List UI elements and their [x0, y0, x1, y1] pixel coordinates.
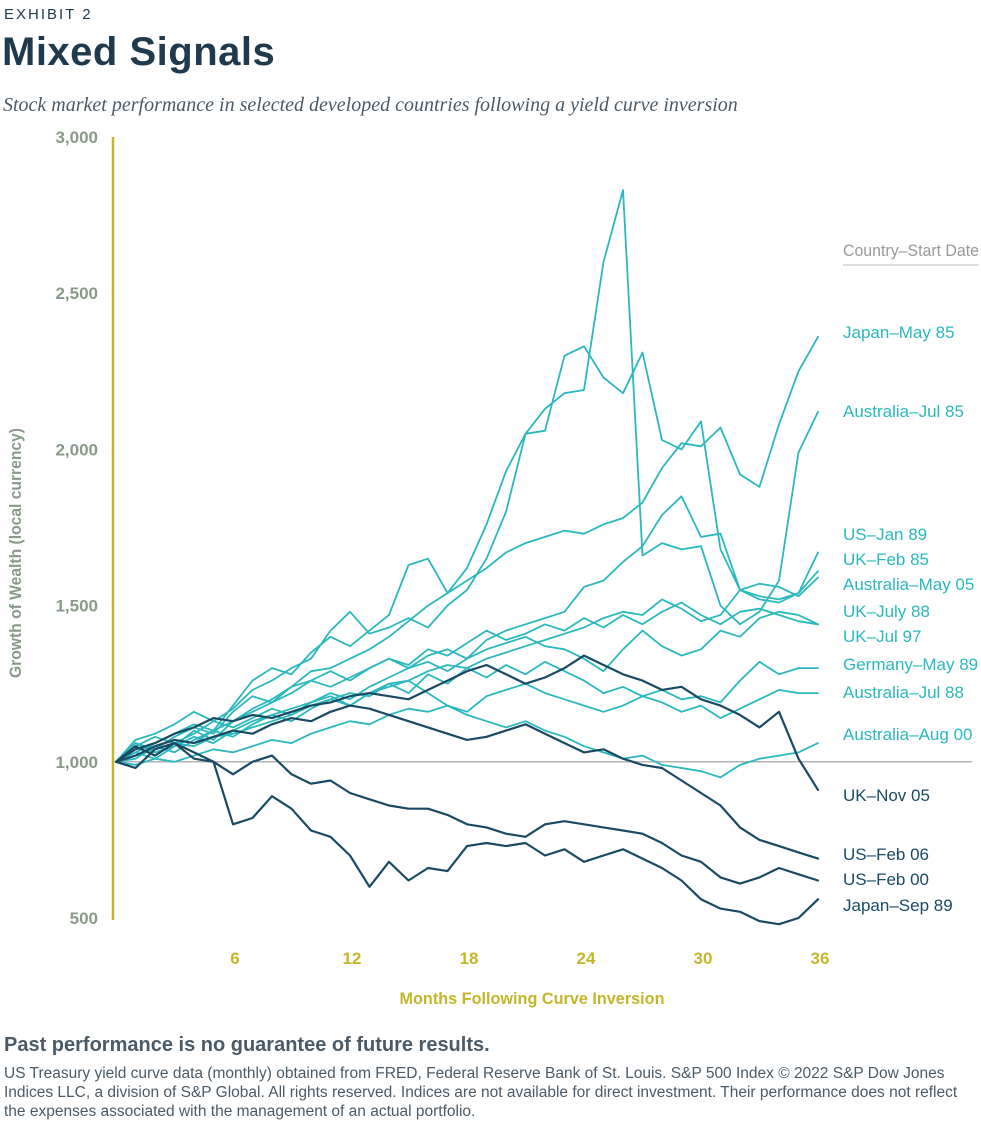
performance-disclaimer: Past performance is no guarantee of futu…	[4, 1034, 490, 1056]
series-label: UK–Feb 85	[843, 550, 929, 569]
label-layer: Country–Start Date Japan–May 85 Australia–…	[843, 241, 979, 915]
x-axis-title: Months Following Curve Inversion	[400, 989, 665, 1008]
x-tick-label: 30	[694, 949, 713, 968]
series-line-8	[115, 679, 819, 763]
page-title: Mixed Signals	[2, 30, 276, 74]
chart-subtitle: Stock market performance in selected dev…	[3, 94, 738, 116]
series-label: Australia–Jul 85	[843, 402, 964, 421]
y-axis-title: Growth of Wealth (local currency)	[6, 428, 25, 678]
line-chart: 500 1,000 1,500 2,000 2,500 3,000 6 12 18 24 30 36 M…	[6, 128, 979, 1008]
x-tick-label: 24	[577, 949, 596, 968]
series-line-10	[114, 654, 820, 792]
legend-title: Country–Start Date	[843, 241, 979, 260]
y-tick-label: 2,000	[55, 440, 98, 459]
y-tick-label: 3,000	[55, 128, 98, 147]
series-line-12	[114, 741, 820, 885]
series-label: Australia–May 05	[843, 575, 974, 594]
series-line-11	[114, 704, 820, 860]
exhibit-label: EXHIBIT 2	[4, 6, 93, 23]
x-tick-label: 6	[230, 949, 239, 968]
series-line-1	[115, 189, 819, 763]
series-line-0	[115, 335, 819, 763]
y-tick-label: 1,500	[55, 597, 98, 616]
series-layer	[114, 189, 820, 926]
series-label: UK–Jul 97	[843, 627, 921, 646]
series-label: UK–Nov 05	[843, 786, 930, 805]
x-tick-label: 12	[343, 949, 362, 968]
series-line-13	[114, 741, 820, 926]
source-footnote: US Treasury yield curve data (monthly) o…	[4, 1065, 958, 1120]
series-label: Australia–Aug 00	[843, 725, 972, 744]
series-line-3	[115, 345, 819, 763]
series-label: US–Jan 89	[843, 525, 927, 544]
x-tick-label: 36	[811, 949, 830, 968]
y-tick-label: 1,000	[55, 753, 98, 772]
series-line-6	[115, 610, 819, 763]
series-label: US–Feb 00	[843, 870, 929, 889]
series-label: Japan–Sep 89	[843, 896, 953, 915]
series-label: US–Feb 06	[843, 845, 929, 864]
series-label: Japan–May 85	[843, 323, 955, 342]
y-tick-label: 2,500	[55, 284, 98, 303]
series-label: Germany–May 89	[843, 655, 978, 674]
series-label: Australia–Jul 88	[843, 683, 964, 702]
x-tick-label: 18	[460, 949, 479, 968]
series-line-9	[115, 704, 819, 779]
series-label: UK–July 88	[843, 602, 930, 621]
y-tick-label: 500	[70, 909, 98, 928]
axis-layer: 500 1,000 1,500 2,000 2,500 3,000 6 12 18 24 30 36 M…	[6, 128, 829, 1008]
